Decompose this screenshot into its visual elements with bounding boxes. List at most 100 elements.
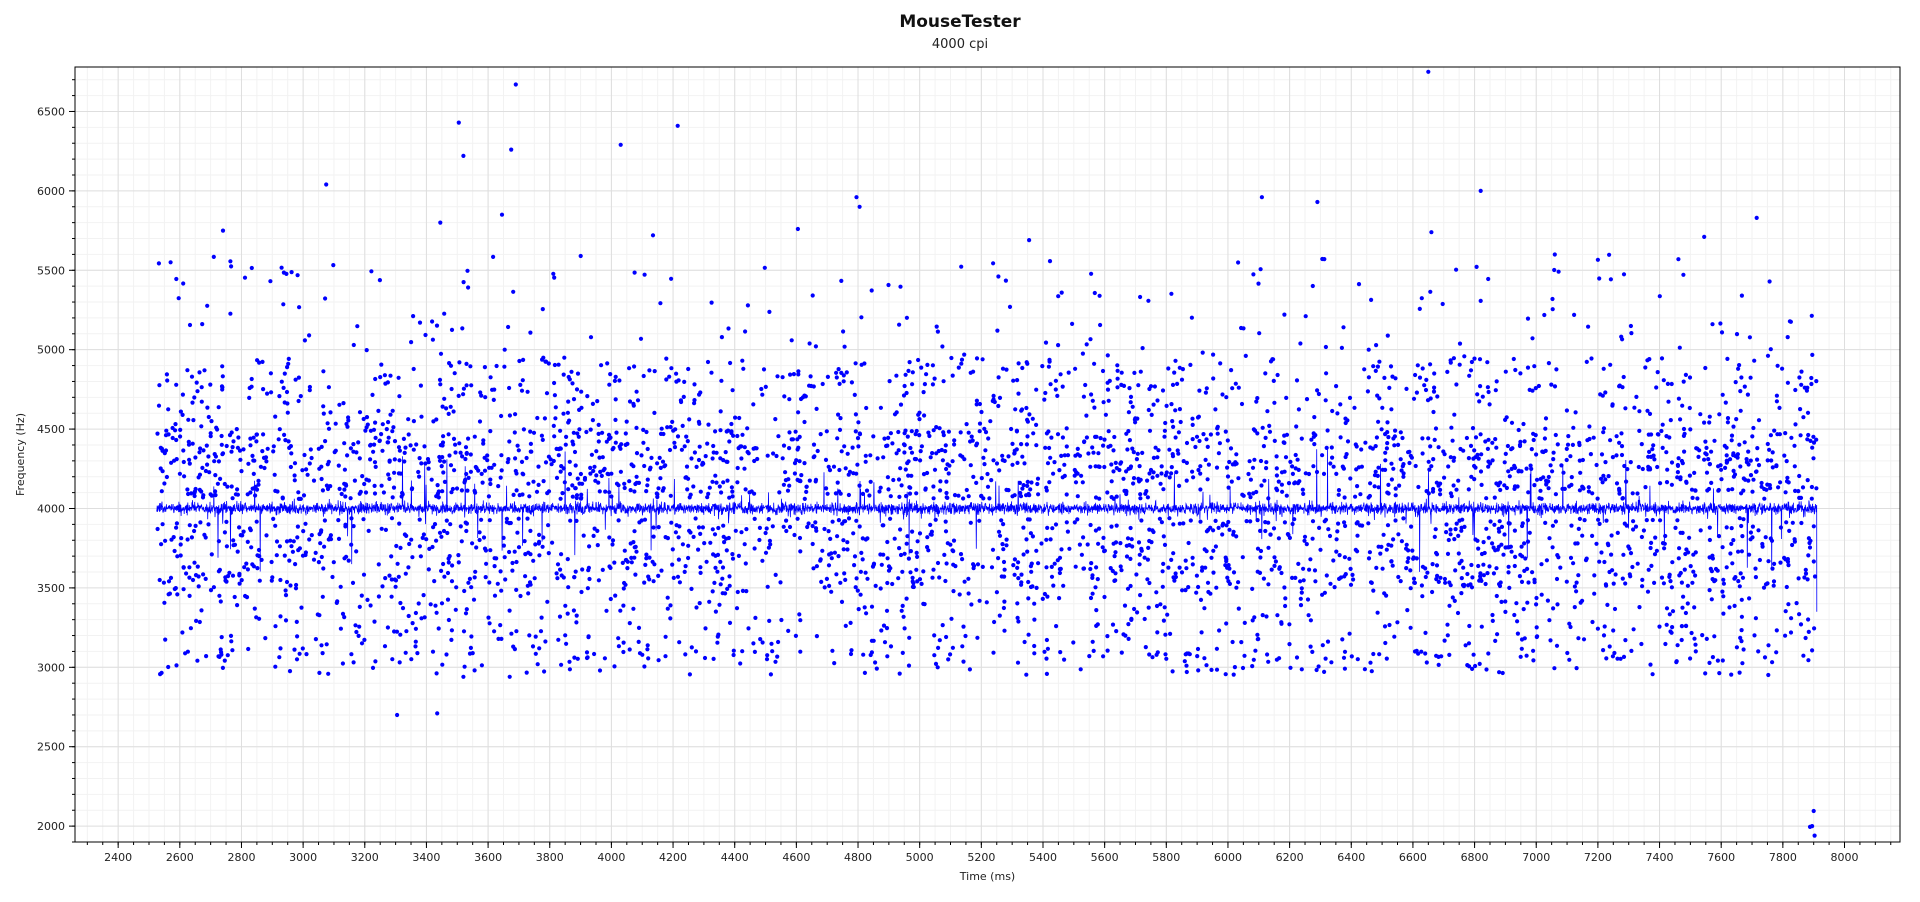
- data-point: [349, 542, 354, 547]
- data-point: [1393, 428, 1398, 433]
- y-tick-label: 5000: [37, 344, 65, 357]
- data-point: [1707, 462, 1712, 467]
- data-point: [286, 439, 291, 444]
- data-point: [1366, 347, 1371, 352]
- data-point: [1057, 596, 1062, 601]
- data-point: [1553, 492, 1558, 497]
- data-point: [1131, 481, 1136, 486]
- data-point: [1687, 405, 1692, 411]
- data-point: [689, 586, 694, 592]
- data-point: [1271, 378, 1276, 383]
- data-point: [300, 646, 305, 651]
- data-point: [1393, 493, 1398, 498]
- data-point: [842, 344, 847, 349]
- data-point: [1767, 447, 1772, 452]
- data-point: [1650, 517, 1655, 523]
- data-point: [576, 434, 581, 439]
- data-point: [1172, 370, 1177, 375]
- data-point: [1001, 605, 1007, 611]
- data-point: [332, 450, 337, 455]
- data-point: [942, 552, 947, 558]
- data-point: [1762, 655, 1768, 660]
- data-point: [1101, 535, 1106, 541]
- data-point: [1275, 372, 1280, 378]
- data-point: [1681, 594, 1686, 599]
- data-point: [168, 575, 174, 581]
- data-point: [1114, 466, 1119, 471]
- data-point: [634, 549, 639, 554]
- data-point: [292, 473, 297, 478]
- data-point: [1089, 561, 1094, 566]
- data-point: [869, 288, 874, 293]
- data-point: [220, 374, 225, 379]
- data-point: [645, 483, 650, 488]
- data-point: [1021, 552, 1026, 557]
- data-point: [1162, 542, 1168, 548]
- data-point: [229, 449, 234, 454]
- data-point: [1261, 576, 1266, 581]
- data-point: [1509, 420, 1515, 425]
- data-point: [1166, 366, 1171, 371]
- data-point: [1113, 550, 1118, 555]
- data-point: [636, 625, 642, 631]
- data-point: [742, 542, 747, 547]
- data-point: [1805, 478, 1810, 483]
- data-point: [608, 435, 613, 440]
- data-point: [665, 425, 670, 430]
- data-point: [289, 544, 294, 549]
- data-point: [407, 541, 412, 547]
- data-point: [1581, 486, 1586, 491]
- data-point: [1761, 585, 1767, 590]
- data-point: [1173, 358, 1178, 363]
- data-point: [797, 535, 803, 541]
- data-point: [787, 397, 792, 402]
- data-point: [897, 322, 902, 327]
- data-point: [1371, 588, 1376, 593]
- data-point: [1236, 606, 1241, 611]
- data-point: [633, 572, 638, 577]
- data-point: [1084, 342, 1089, 347]
- data-point: [322, 544, 327, 549]
- data-point: [1288, 665, 1293, 670]
- data-point: [1434, 563, 1440, 568]
- data-point: [1260, 613, 1265, 618]
- data-point: [196, 574, 201, 579]
- data-point: [218, 476, 223, 481]
- data-point: [1576, 526, 1581, 532]
- data-point: [904, 493, 909, 499]
- data-point: [403, 571, 408, 576]
- data-point: [211, 585, 216, 590]
- data-point: [1479, 482, 1484, 487]
- data-point: [406, 565, 411, 570]
- data-point: [198, 446, 203, 451]
- data-point: [714, 480, 719, 485]
- data-point: [1044, 485, 1049, 490]
- data-point: [684, 434, 689, 439]
- data-point: [1734, 645, 1739, 650]
- data-point: [956, 493, 961, 498]
- data-point: [1015, 565, 1020, 571]
- data-point: [1752, 358, 1757, 363]
- data-point: [949, 355, 954, 361]
- data-point: [915, 554, 920, 560]
- data-point: [1464, 435, 1469, 441]
- data-point: [392, 439, 398, 444]
- data-point: [827, 583, 832, 589]
- data-point: [1002, 628, 1007, 633]
- data-point: [669, 366, 674, 371]
- data-point: [1659, 356, 1665, 361]
- data-point: [1411, 556, 1416, 561]
- data-point: [1548, 638, 1553, 643]
- data-point: [1610, 455, 1615, 460]
- data-point: [561, 372, 566, 377]
- data-point: [655, 461, 660, 466]
- data-point: [969, 434, 974, 439]
- data-point: [579, 492, 584, 497]
- y-tick-label: 6500: [37, 105, 65, 118]
- data-point: [1531, 431, 1536, 436]
- data-point: [752, 649, 758, 655]
- data-point: [476, 468, 481, 473]
- data-point: [720, 591, 725, 596]
- data-point: [1542, 312, 1547, 318]
- data-point: [1224, 621, 1229, 626]
